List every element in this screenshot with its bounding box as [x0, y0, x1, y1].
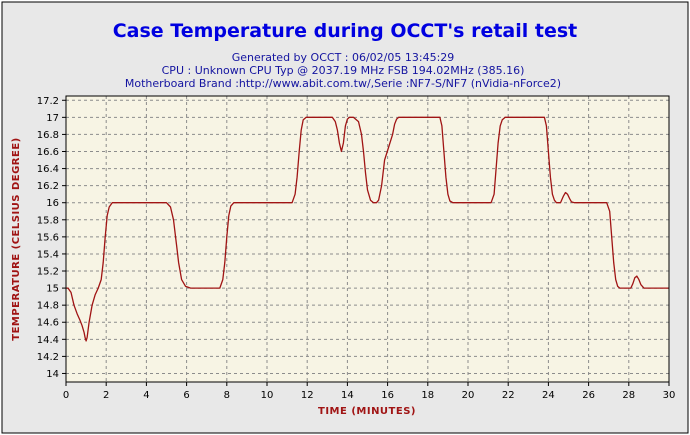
y-tick-label: 15.2: [37, 267, 59, 278]
x-tick-label: 18: [421, 390, 434, 401]
y-tick-label: 15.6: [37, 232, 59, 243]
y-tick-label: 14.4: [37, 335, 59, 346]
x-axis-label: TIME (MINUTES): [318, 406, 416, 417]
x-tick-label: 14: [341, 390, 354, 401]
y-tick-label: 14.8: [37, 301, 59, 312]
temperature-series-line: [66, 116, 669, 342]
y-tick-label: 15: [46, 284, 59, 295]
x-tick-label: 0: [63, 390, 69, 401]
plot-border: [65, 95, 670, 383]
grid: [66, 96, 669, 382]
y-axis-label: TEMPERATURE (CELSIUS DEGREE): [11, 137, 22, 341]
x-tick-label: 2: [103, 390, 109, 401]
y-tick-label: 14: [46, 369, 59, 380]
motherboard-info-line: Motherboard Brand :http://www.abit.com.t…: [125, 77, 561, 90]
y-tick-label: 15.8: [37, 215, 59, 226]
y-tick-label: 14.6: [37, 318, 59, 329]
plot-area: [66, 96, 669, 382]
x-tick-label: 26: [582, 390, 595, 401]
series-layer: [66, 116, 669, 342]
generated-info-line: Generated by OCCT : 06/02/05 13:45:29: [232, 51, 455, 64]
x-tick-label: 20: [462, 390, 475, 401]
x-tick-label: 28: [622, 390, 635, 401]
x-tick-label: 16: [381, 390, 394, 401]
x-tick-label: 10: [261, 390, 274, 401]
x-tick-label: 22: [502, 390, 515, 401]
y-tick-label: 17.2: [37, 96, 59, 107]
x-tick-label: 6: [183, 390, 189, 401]
x-tick-label: 12: [301, 390, 314, 401]
y-tick-label: 14.2: [37, 352, 59, 363]
x-tick-label: 24: [542, 390, 555, 401]
y-tick-label: 15.4: [37, 249, 59, 260]
cpu-info-line: CPU : Unknown CPU Typ @ 2037.19 MHz FSB …: [162, 64, 525, 77]
y-tick-label: 16: [46, 198, 59, 209]
x-tick-label: 30: [663, 390, 676, 401]
tick-layer: 0 2 4 6 8 10 12 14 16 18 20 22 24 26 28 301414.214.414.…: [37, 96, 676, 401]
x-tick-label: 8: [224, 390, 230, 401]
y-tick-label: 16.2: [37, 181, 59, 192]
y-tick-label: 16.6: [37, 147, 59, 158]
y-tick-label: 16.8: [37, 130, 59, 141]
y-tick-label: 16.4: [37, 164, 59, 175]
x-tick-label: 4: [143, 390, 149, 401]
chart-title: Case Temperature during OCCT's retail te…: [113, 20, 578, 42]
y-tick-label: 17: [46, 113, 59, 124]
